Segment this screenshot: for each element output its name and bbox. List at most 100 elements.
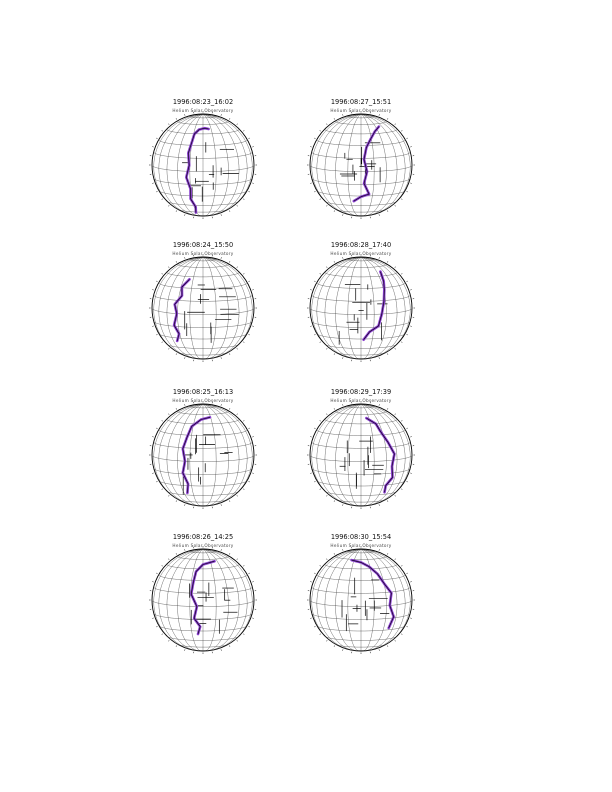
- limb-tick: [175, 553, 177, 555]
- longitude-gridline: [360, 114, 411, 210]
- limb-tick: [394, 123, 396, 125]
- limb-tick: [406, 334, 408, 336]
- limb-tick: [156, 626, 158, 628]
- limb-tick: [243, 341, 245, 343]
- limb-tick: [161, 273, 163, 275]
- limb-tick: [184, 114, 186, 116]
- limb-tick: [394, 205, 396, 207]
- limb-tick: [248, 572, 250, 574]
- limb-tick: [161, 565, 163, 567]
- limb-tick: [326, 413, 328, 415]
- limb-tick: [220, 257, 222, 259]
- limb-tick: [378, 549, 380, 551]
- panel-subtitle: Helium Solar Observatory: [172, 543, 234, 548]
- limb-tick: [406, 191, 408, 193]
- longitude-gridline: [153, 114, 204, 210]
- filament-trace: [185, 126, 210, 214]
- panel-subtitle: Helium Solar Observatory: [172, 251, 234, 256]
- limb-tick: [156, 191, 158, 193]
- limb-tick: [319, 420, 321, 422]
- limb-tick: [156, 481, 158, 483]
- limb-tick: [175, 210, 177, 212]
- panel-subtitle: Helium Solar Observatory: [172, 108, 234, 113]
- longitude-gridline: [158, 404, 204, 505]
- limb-tick: [243, 198, 245, 200]
- limb-tick: [236, 413, 238, 415]
- limb-tick: [152, 146, 154, 148]
- limb-tick: [152, 325, 154, 327]
- longitude-gridline: [316, 114, 362, 215]
- longitude-gridline: [202, 549, 248, 650]
- solar-globe: [307, 401, 415, 509]
- filament-outline: [190, 560, 215, 635]
- limb-tick: [220, 649, 222, 651]
- solar-globe: [149, 111, 257, 219]
- globe-panel-2: 1996:08:27_15:51 Helium Solar Observator…: [296, 98, 426, 248]
- limb-tick: [410, 472, 412, 474]
- longitude-gridline: [202, 114, 217, 217]
- longitude-gridline: [335, 549, 362, 651]
- limb-tick: [229, 500, 231, 502]
- panel-title: 1996:08:23_16:02: [172, 98, 234, 106]
- longitude-gridline: [158, 257, 204, 358]
- filament-outline: [182, 417, 211, 493]
- limb-tick: [248, 626, 250, 628]
- limb-tick: [220, 549, 222, 551]
- longitude-gridline: [153, 549, 204, 645]
- longitude-gridline: [360, 114, 375, 217]
- limb-tick: [175, 353, 177, 355]
- longitude-gridline: [177, 549, 204, 651]
- longitude-gridline: [153, 257, 204, 353]
- limb-tick: [333, 261, 335, 263]
- limb-tick: [378, 257, 380, 259]
- limb-tick: [168, 123, 170, 125]
- filament-outline: [186, 127, 209, 213]
- limb-tick: [243, 273, 245, 275]
- limb-tick: [236, 640, 238, 642]
- limb-tick: [168, 266, 170, 268]
- limb-tick: [314, 427, 316, 429]
- limb-tick: [333, 210, 335, 212]
- limb-tick: [220, 214, 222, 216]
- limb-tick: [387, 500, 389, 502]
- panel-subtitle: Helium Solar Observatory: [330, 108, 392, 113]
- longitude-gridline: [166, 257, 204, 359]
- solar-globe: [307, 254, 415, 362]
- longitude-gridline: [202, 404, 248, 505]
- longitude-gridline: [202, 404, 240, 506]
- longitude-gridline: [360, 549, 398, 651]
- limb-tick: [175, 500, 177, 502]
- limb-tick: [236, 123, 238, 125]
- limb-tick: [378, 114, 380, 116]
- limb-tick: [387, 645, 389, 647]
- limb-tick: [229, 118, 231, 120]
- limb-tick: [342, 404, 344, 406]
- limb-tick: [394, 495, 396, 497]
- longitude-gridline: [360, 257, 398, 359]
- limb-tick: [410, 581, 412, 583]
- limb-tick: [220, 504, 222, 506]
- solar-globe: [149, 254, 257, 362]
- filament-outline: [366, 417, 395, 493]
- globe-panel-4: 1996:08:28_17:40 Helium Solar Observator…: [296, 241, 426, 391]
- limb-tick: [220, 357, 222, 359]
- limb-tick: [410, 146, 412, 148]
- limb-tick: [310, 182, 312, 184]
- limb-tick: [156, 334, 158, 336]
- limb-tick: [310, 581, 312, 583]
- limb-tick: [161, 198, 163, 200]
- limb-tick: [152, 472, 154, 474]
- limb-tick: [252, 289, 254, 291]
- limb-tick: [319, 273, 321, 275]
- longitude-gridline: [347, 114, 362, 217]
- panel-title: 1996:08:29_17:39: [330, 388, 392, 396]
- longitude-gridline: [316, 549, 362, 650]
- longitude-gridline: [177, 404, 204, 506]
- limb-tick: [326, 640, 328, 642]
- limb-tick: [314, 137, 316, 139]
- limb-tick: [184, 257, 186, 259]
- longitude-gridline: [311, 257, 362, 353]
- limb-tick: [152, 436, 154, 438]
- longitude-gridline: [360, 404, 398, 506]
- limb-tick: [410, 436, 412, 438]
